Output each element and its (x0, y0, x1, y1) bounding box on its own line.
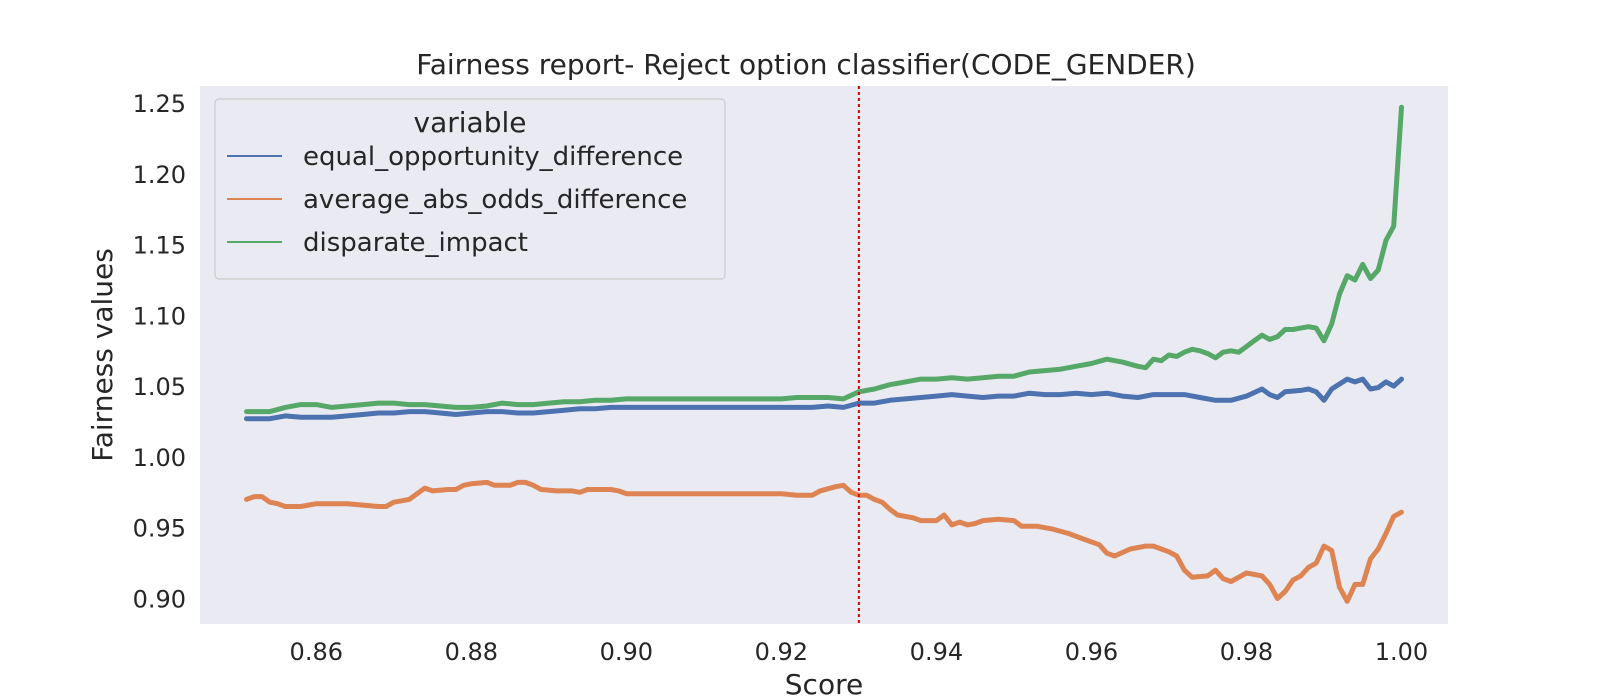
series-line-average-abs-odds-difference (244, 479, 1404, 604)
y-tick-label: 0.95 (133, 515, 186, 543)
y-tick-label: 1.15 (133, 232, 186, 260)
series-layer (244, 104, 1404, 604)
x-axis-ticks: 0.86 0.88 0.90 0.92 0.94 0.96 0.98 1.00 (290, 638, 1429, 666)
y-axis-ticks: 0.90 0.95 1.00 1.05 1.10 1.15 1.20 1.25 (133, 90, 186, 614)
series-line-equal-opportunity-difference (244, 376, 1404, 422)
y-tick-label: 1.25 (133, 90, 186, 118)
y-tick-label: 1.20 (133, 161, 186, 189)
series-line-disparate-impact (244, 104, 1404, 415)
x-tick-label: 0.90 (600, 638, 653, 666)
x-tick-label: 0.98 (1220, 638, 1273, 666)
legend: variable equal_opportunity_differenceave… (214, 98, 726, 280)
y-tick-label: 1.10 (133, 302, 186, 330)
y-tick-label: 1.05 (133, 373, 186, 401)
x-tick-label: 0.88 (445, 638, 498, 666)
legend-items: equal_opportunity_difference average_abs_… (227, 142, 687, 258)
legend-label: equal_opportunity_difference (303, 142, 683, 172)
chart-title: Fairness report- Reject option classifie… (416, 48, 1196, 81)
legend-box (214, 98, 726, 280)
legend-title: variable (414, 106, 527, 139)
y-tick-label: 0.90 (133, 586, 186, 614)
y-axis-label: Fairness values (86, 248, 119, 462)
x-tick-label: 0.96 (1065, 638, 1118, 666)
x-tick-label: 0.92 (755, 638, 808, 666)
legend-label: average_abs_odds_difference (303, 185, 687, 215)
x-axis-label: Score (785, 668, 863, 700)
x-tick-label: 0.94 (910, 638, 963, 666)
x-tick-label: 0.86 (290, 638, 343, 666)
y-tick-label: 1.00 (133, 444, 186, 472)
legend-label: disparate_impact (303, 228, 528, 258)
x-tick-label: 1.00 (1375, 638, 1428, 666)
